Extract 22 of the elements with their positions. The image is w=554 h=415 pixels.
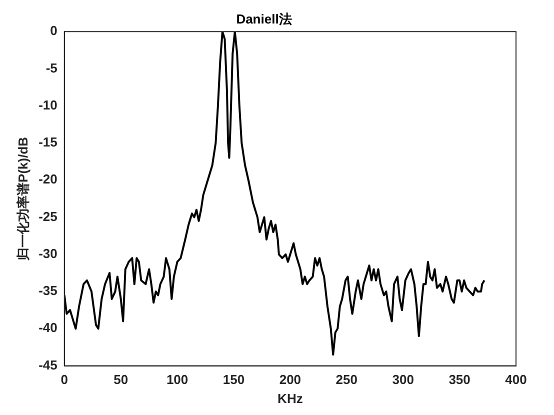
y-tick-label: 0 <box>50 23 58 38</box>
y-tick-label: -20 <box>38 172 58 187</box>
y-tick-label: -15 <box>38 134 58 150</box>
x-tick-label: 0 <box>60 372 68 388</box>
x-tick-label: 100 <box>166 372 188 388</box>
y-tick-label: -35 <box>38 283 58 298</box>
x-tick-label: 200 <box>279 372 302 388</box>
y-tick-label: -10 <box>38 97 58 112</box>
x-axis-title: KHz <box>278 390 304 406</box>
y-tick-label: -25 <box>38 208 58 224</box>
x-tick-label: 50 <box>114 372 128 388</box>
chart-title: Daniell法 <box>236 11 292 26</box>
y-tick-label: -40 <box>38 320 58 336</box>
y-tick-label: -45 <box>38 357 58 372</box>
y-tick-label: -5 <box>46 60 58 76</box>
x-tick-label: 150 <box>222 372 245 388</box>
x-tick-label: 250 <box>336 372 358 388</box>
y-axis-title: 归一化功率谱P(k)/dB <box>15 136 30 262</box>
x-tick-label: 300 <box>392 372 414 388</box>
x-tick-label: 400 <box>505 372 527 388</box>
x-tick-label: 350 <box>448 372 470 388</box>
y-tick-label: -30 <box>38 246 58 261</box>
